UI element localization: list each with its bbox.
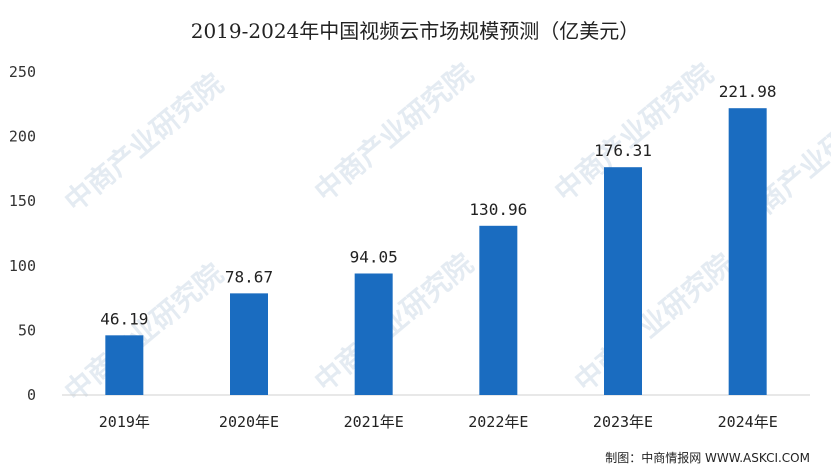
y-tick-label-3: 150 (9, 192, 36, 210)
bar-0 (105, 335, 144, 395)
y-tick-label-0: 0 (27, 386, 36, 404)
y-tick-label-1: 50 (18, 321, 36, 339)
watermark-3: 中商产业研究院 (58, 257, 229, 408)
data-label-0: 46.19 (100, 309, 148, 328)
watermark-5: 中商产业研究院 (568, 247, 739, 398)
y-tick-label-2: 100 (9, 257, 36, 275)
data-labels: 46.19 78.67 94.05 130.96 176.31 221.98 (100, 82, 776, 328)
bar-5 (728, 108, 767, 395)
bar-2 (354, 273, 393, 395)
data-label-1: 78.67 (225, 267, 273, 286)
y-axis-ticks: 0 50 100 150 200 250 (9, 63, 36, 404)
watermark-0: 中商产业研究院 (58, 67, 229, 218)
data-label-4: 176.31 (594, 141, 652, 160)
bars (105, 108, 767, 395)
x-category-label-2: 2021年E (344, 413, 404, 431)
data-label-5: 221.98 (719, 82, 777, 101)
data-label-2: 94.05 (350, 247, 398, 266)
x-category-label-5: 2024年E (718, 413, 778, 431)
source-credit: 制图：中商情报网 WWW.ASKCI.COM (605, 450, 810, 465)
x-category-label-0: 2019年 (99, 413, 150, 431)
x-category-label-1: 2020年E (219, 413, 279, 431)
chart-title: 2019-2024年中国视频云市场规模预测（亿美元） (191, 19, 640, 43)
bar-4 (604, 167, 642, 395)
x-axis-categories: 2019年 2020年E 2021年E 2022年E 2023年E 2024年E (99, 413, 778, 431)
bar-3 (479, 225, 518, 395)
x-category-label-3: 2022年E (468, 413, 528, 431)
watermark-4: 中商产业研究院 (308, 247, 479, 398)
y-tick-label-4: 200 (9, 128, 36, 146)
y-tick-label-5: 250 (9, 63, 36, 81)
data-label-3: 130.96 (469, 200, 527, 219)
watermark-1: 中商产业研究院 (308, 57, 479, 208)
x-category-label-4: 2023年E (593, 413, 653, 431)
bar-1 (230, 293, 268, 395)
